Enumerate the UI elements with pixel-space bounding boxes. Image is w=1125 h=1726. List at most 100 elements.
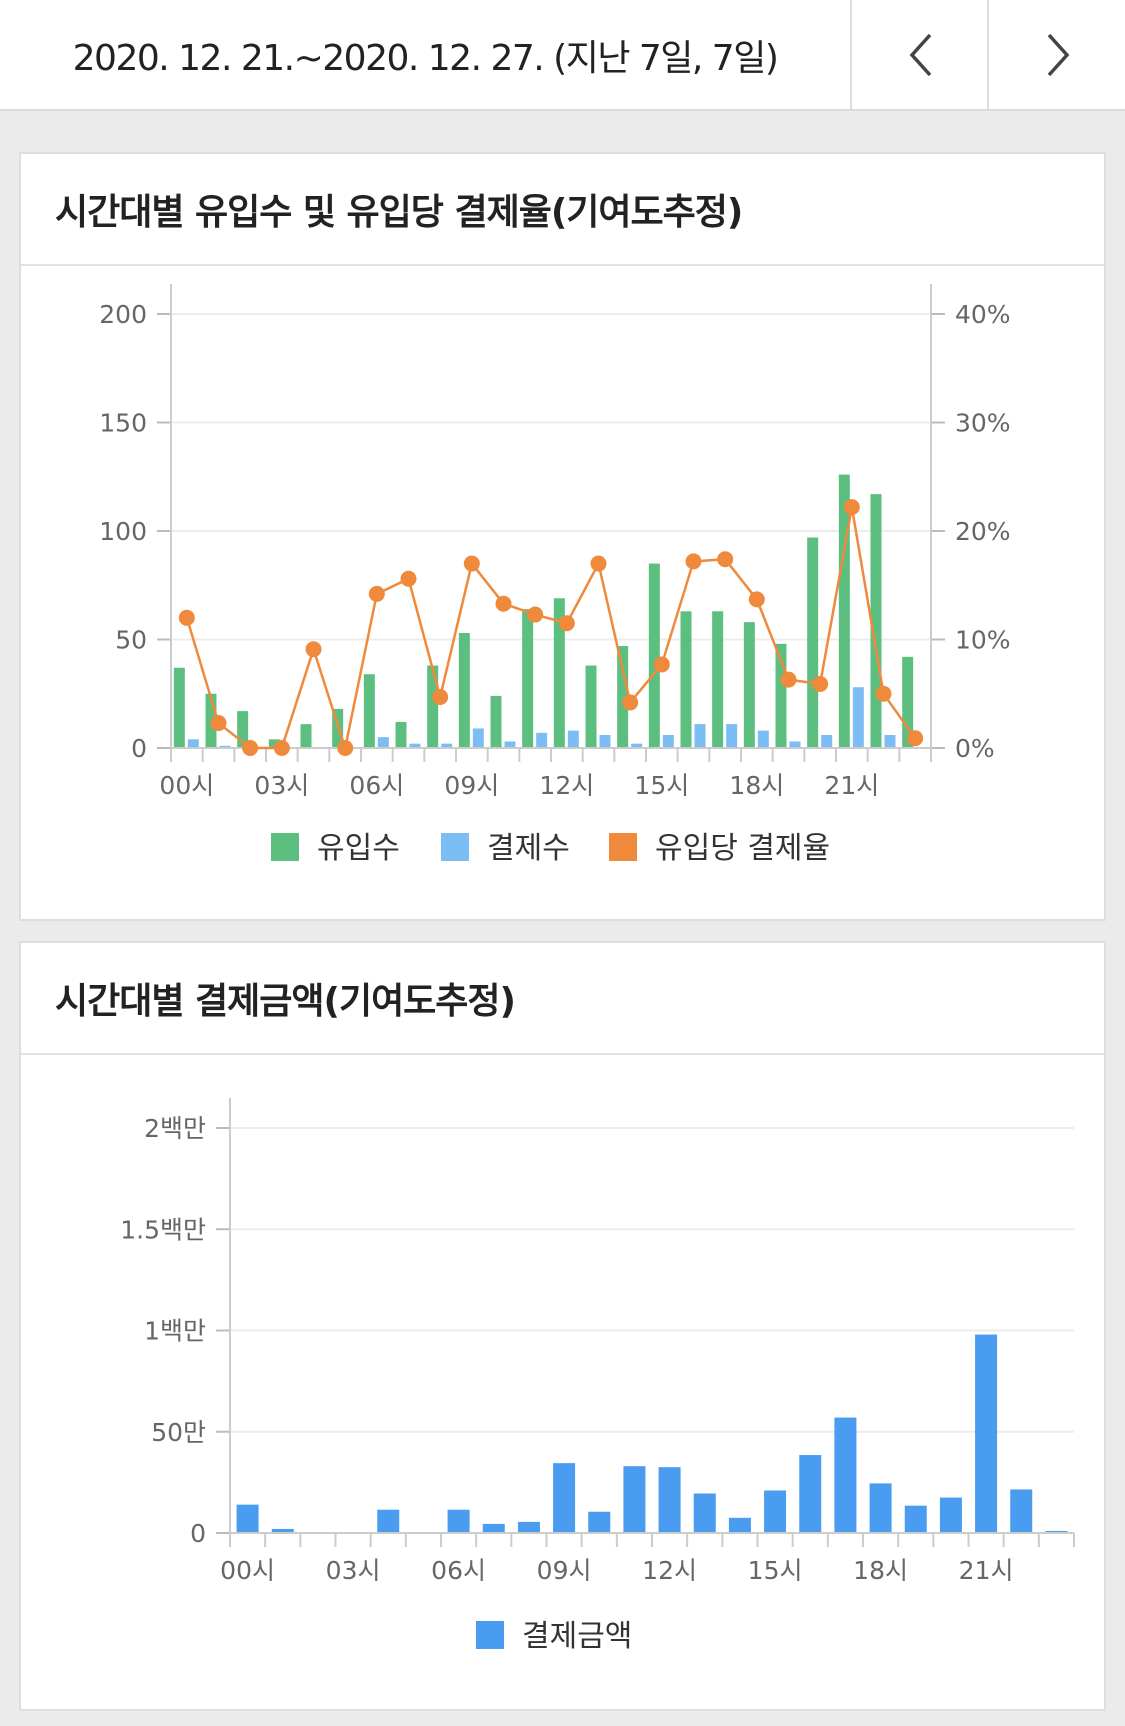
y-left-tick-label: 50 (115, 626, 147, 655)
legend-swatch-inflow (271, 833, 299, 861)
bar-inflow-17시 (712, 611, 724, 748)
bar-payments-12시 (567, 730, 579, 748)
bar-amount-23시 (1045, 1530, 1068, 1533)
rate-point-19시 (780, 671, 797, 688)
legend-swatch-rate (609, 833, 637, 861)
bar-inflow-04시 (300, 724, 312, 748)
inflow-rate-card-title: 시간대별 유입수 및 유입당 결제율(기여도추정) (21, 154, 1104, 266)
bar-inflow-23시 (902, 656, 914, 748)
legend-swatch-payments (441, 833, 469, 861)
bar-payments-20시 (821, 734, 833, 748)
bar-amount-06시 (447, 1509, 470, 1533)
rate-point-17시 (717, 551, 734, 568)
bar-amount-17시 (834, 1417, 857, 1533)
payment-amount-card: 시간대별 결제금액(기여도추정) 0 50만 1백만 1.5백만 2백만 00시 03시 06… (19, 941, 1106, 1711)
x-tick-label: 12시 (642, 1556, 697, 1585)
bar-inflow-09시 (458, 632, 470, 748)
date-range-label[interactable]: 2020. 12. 21.~2020. 12. 27. (지난 7일, 7일) (72, 37, 779, 79)
y-right-tick-label: 20% (955, 517, 1011, 546)
x-tick-label: 15시 (634, 771, 689, 800)
y-tick-label: 1백만 (144, 1317, 206, 1346)
rate-point-12시 (558, 615, 575, 632)
bar-amount-11시 (623, 1466, 646, 1533)
bar-payments-09시 (472, 728, 484, 748)
rate-point-09시 (463, 555, 480, 572)
bar-payments-00시 (187, 739, 199, 748)
x-tick-label: 00시 (159, 771, 214, 800)
x-tick-label: 06시 (349, 771, 404, 800)
bar-inflow-00시 (173, 667, 185, 748)
y-left-tick-label: 200 (99, 300, 147, 329)
rate-point-15시 (653, 656, 670, 673)
bar-payments-17시 (726, 724, 738, 748)
bar-amount-08시 (517, 1521, 540, 1533)
legend-label-amount: 결제금액 (522, 1619, 632, 1654)
bar-amount-09시 (553, 1463, 576, 1533)
x-tick-label: 00시 (220, 1556, 275, 1585)
bar-inflow-15시 (648, 563, 660, 748)
bar-payments-06시 (377, 737, 389, 748)
rate-point-03시 (273, 740, 290, 756)
bar-inflow-19시 (775, 643, 787, 748)
rate-point-21시 (843, 499, 860, 516)
bar-amount-04시 (377, 1509, 400, 1533)
x-tick-label: 21시 (824, 771, 879, 800)
bar-inflow-11시 (522, 609, 534, 748)
bar-payments-22시 (884, 734, 896, 748)
bar-payments-01시 (219, 745, 231, 748)
rate-point-14시 (622, 694, 639, 711)
bar-inflow-12시 (553, 598, 565, 748)
previous-period-button[interactable] (850, 0, 989, 109)
bar-inflow-16시 (680, 611, 692, 748)
bar-inflow-14시 (617, 646, 629, 748)
rate-point-01시 (210, 715, 227, 732)
rate-point-23시 (907, 730, 924, 747)
bar-payments-10시 (504, 741, 516, 748)
y-tick-label: 0 (190, 1519, 206, 1548)
x-tick-label: 06시 (431, 1556, 486, 1585)
y-right-tick-label: 30% (955, 409, 1011, 438)
x-tick-label: 03시 (326, 1556, 381, 1585)
rate-point-05시 (337, 740, 354, 756)
bar-inflow-18시 (743, 622, 755, 748)
payment-amount-chart: 0 50만 1백만 1.5백만 2백만 00시 03시 06시 09시 12시 15시 18시 21시결… (120, 1098, 1075, 1654)
rate-point-18시 (748, 591, 765, 608)
bar-payments-15시 (662, 734, 674, 748)
bar-inflow-21시 (838, 474, 850, 748)
rate-point-11시 (527, 606, 544, 623)
y-tick-label: 50만 (151, 1418, 206, 1447)
bar-amount-00시 (236, 1504, 259, 1533)
rate-point-07시 (400, 570, 417, 587)
bar-amount-16시 (799, 1455, 822, 1533)
y-left-tick-label: 100 (99, 517, 147, 546)
next-period-button[interactable] (987, 0, 1125, 109)
bar-payments-11시 (536, 732, 548, 748)
bar-payments-14시 (631, 743, 643, 748)
y-left-tick-label: 150 (99, 409, 147, 438)
y-right-tick-label: 10% (955, 626, 1011, 655)
legend-label-inflow: 유입수 (317, 831, 400, 866)
x-tick-label: 03시 (254, 771, 309, 800)
rate-point-04시 (305, 641, 322, 658)
x-tick-label: 21시 (959, 1556, 1014, 1585)
bar-payments-18시 (757, 730, 769, 748)
bar-amount-13시 (693, 1493, 716, 1533)
x-tick-label: 12시 (539, 771, 594, 800)
rate-point-13시 (590, 555, 607, 572)
bar-inflow-13시 (585, 665, 597, 748)
bar-payments-08시 (441, 743, 453, 748)
bar-amount-14시 (728, 1517, 751, 1533)
bar-inflow-22시 (870, 494, 882, 748)
bar-amount-22시 (1010, 1489, 1033, 1533)
bar-inflow-03시 (268, 739, 280, 748)
rate-point-02시 (242, 740, 259, 756)
bar-amount-19시 (904, 1505, 927, 1533)
chevron-right-icon (1047, 33, 1069, 76)
y-tick-label: 1.5백만 (120, 1215, 206, 1244)
bar-payments-13시 (599, 734, 611, 748)
x-tick-label: 18시 (853, 1556, 908, 1585)
rate-point-16시 (685, 553, 702, 570)
rate-point-00시 (178, 609, 195, 626)
bar-inflow-10시 (490, 695, 502, 748)
bar-inflow-02시 (237, 711, 249, 748)
